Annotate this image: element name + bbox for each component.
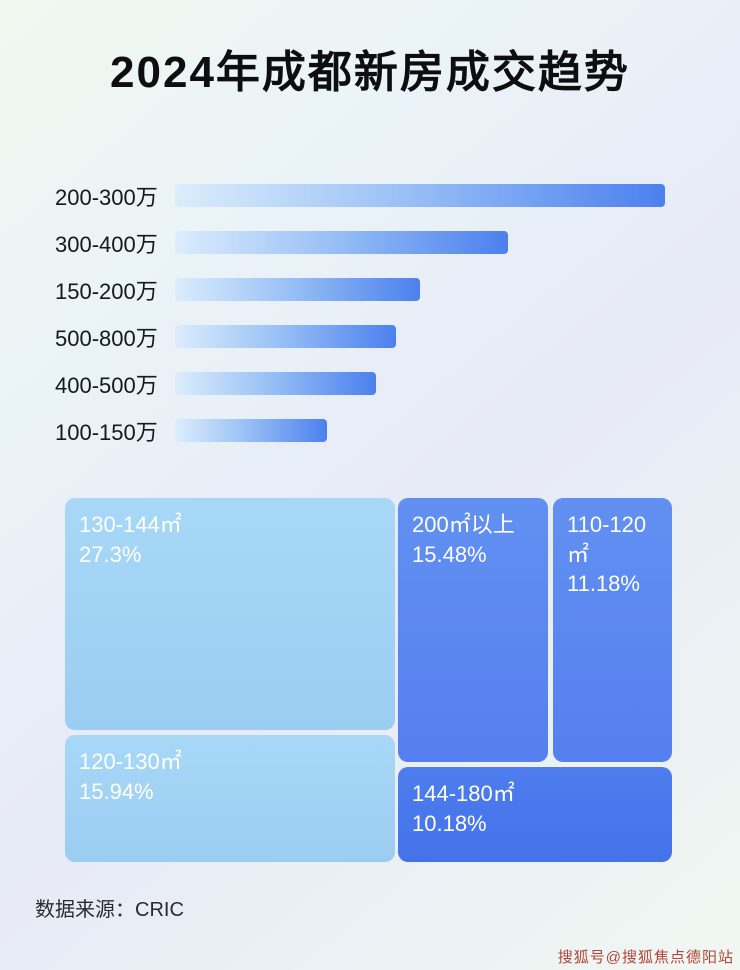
bar-track (175, 278, 665, 301)
treemap-block-value: 11.18% (567, 571, 640, 597)
treemap-block-value: 15.94% (79, 778, 154, 804)
treemap-block-label: 110-120㎡ (567, 512, 647, 567)
bar-category-label: 500-800万 (55, 325, 158, 351)
bar-track (175, 184, 665, 207)
treemap-block-130-144: 130-144㎡ 27.3% (65, 498, 395, 730)
bar (175, 231, 509, 254)
treemap-block-value: 27.3% (79, 541, 142, 567)
price-bar-chart: 200-300万 300-400万 150-200万 500-800万 400-500万… (55, 184, 665, 445)
treemap-block-120-130: 120-130㎡ 15.94% (65, 735, 395, 862)
bar-category-label: 200-300万 (55, 184, 158, 210)
treemap-block-label: 120-130㎡ (79, 749, 182, 774)
bar-track (175, 325, 665, 348)
bar (175, 278, 420, 301)
bar-row: 300-400万 (55, 231, 665, 257)
treemap-block-value: 10.18% (412, 810, 487, 836)
treemap-block-110-120: 110-120㎡ 11.18% (553, 498, 672, 762)
bar-track (175, 419, 665, 442)
bar-track (175, 231, 665, 254)
bar (175, 325, 396, 348)
bar-category-label: 150-200万 (55, 278, 158, 304)
treemap-block-value: 15.48% (412, 541, 487, 567)
bar-category-label: 300-400万 (55, 231, 158, 257)
bar-track (175, 372, 665, 395)
treemap-block-144-180: 144-180㎡ 10.18% (398, 767, 672, 862)
bar-row: 150-200万 (55, 278, 665, 304)
page-title: 2024年成都新房成交趋势 (110, 48, 630, 97)
bar-row: 100-150万 (55, 419, 665, 445)
bar-row: 400-500万 (55, 372, 665, 398)
area-treemap: 130-144㎡ 27.3% 200㎡以上 15.48% 110-120㎡ 11… (65, 498, 672, 865)
bar (175, 419, 327, 442)
data-source-label: 数据来源：CRIC (35, 899, 184, 921)
bar (175, 184, 665, 207)
treemap-block-label: 130-144㎡ (79, 512, 182, 537)
bar-row: 200-300万 (55, 184, 665, 210)
bar-category-label: 400-500万 (55, 372, 158, 398)
bar (175, 372, 376, 395)
treemap-block-label: 200㎡以上 (412, 512, 515, 537)
bar-row: 500-800万 (55, 325, 665, 351)
treemap-block-label: 144-180㎡ (412, 781, 515, 806)
watermark: 搜狐号@搜狐焦点德阳站 (557, 949, 734, 966)
bar-category-label: 100-150万 (55, 419, 158, 445)
treemap-block-200-plus: 200㎡以上 15.48% (398, 498, 548, 762)
